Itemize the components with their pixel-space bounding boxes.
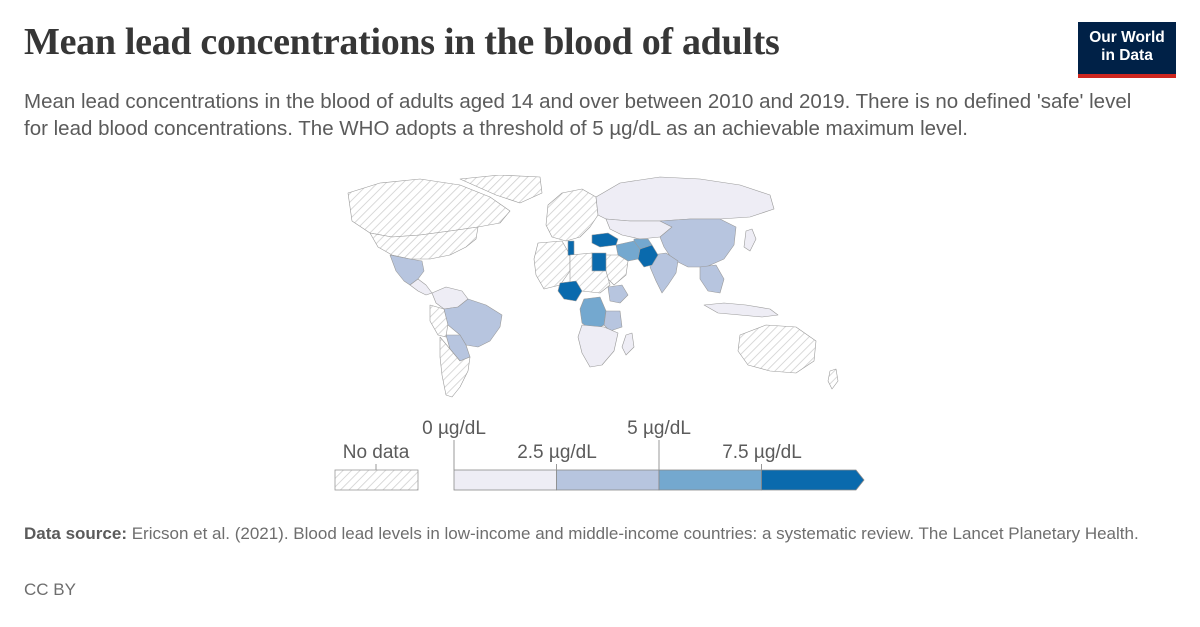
region-new-zealand[interactable]: [827, 368, 839, 390]
region-madagascar[interactable]: [621, 332, 635, 356]
chart-title: Mean lead concentrations in the blood of…: [24, 21, 780, 63]
region-argentina-chile[interactable]: [439, 336, 471, 398]
region-egypt[interactable]: [591, 252, 607, 272]
map-legend: No data 0 µg/dL 5 µg/dL 2.5 µg/dL 7.5 µg…: [334, 418, 865, 491]
region-southeast-asia[interactable]: [699, 264, 725, 294]
legend-tick-label: 7.5 µg/dL: [722, 442, 802, 463]
region-nigeria[interactable]: [557, 280, 583, 302]
legend-no-data-swatch: [334, 469, 419, 491]
legend-bin-2[interactable]: [556, 469, 660, 491]
region-ethiopia[interactable]: [607, 284, 629, 304]
region-southern-africa[interactable]: [577, 324, 619, 368]
data-source: Data source: Ericson et al. (2021). Bloo…: [24, 522, 1164, 546]
logo-line-2: in Data: [1101, 47, 1153, 64]
region-japan[interactable]: [743, 228, 757, 252]
logo-line-1: Our World: [1089, 29, 1165, 46]
license-link[interactable]: CC BY: [24, 580, 76, 599]
legend-bins: [453, 440, 865, 491]
legend-bin-1[interactable]: [453, 469, 557, 491]
region-north-africa-west[interactable]: [533, 240, 571, 290]
world-map[interactable]: [300, 175, 860, 403]
legend-tick-label: 2.5 µg/dL: [517, 442, 597, 463]
legend-tick-label: 0 µg/dL: [422, 418, 486, 439]
region-australia[interactable]: [737, 324, 817, 374]
legend-bin-4[interactable]: [761, 469, 865, 491]
region-indonesia[interactable]: [703, 302, 779, 318]
data-source-text: Ericson et al. (2021). Blood lead levels…: [131, 524, 1139, 543]
chart-subtitle: Mean lead concentrations in the blood of…: [24, 90, 1132, 140]
legend-no-data-label: No data: [343, 442, 410, 463]
region-turkey[interactable]: [591, 232, 619, 248]
region-canada-greenland-alaska[interactable]: [347, 175, 543, 238]
region-tanzania[interactable]: [603, 310, 623, 332]
region-russia[interactable]: [595, 176, 775, 222]
data-source-label: Data source:: [24, 524, 127, 543]
region-brazil[interactable]: [443, 298, 503, 348]
legend-tick-label: 5 µg/dL: [627, 418, 691, 439]
owid-logo[interactable]: Our World in Data: [1078, 22, 1176, 78]
legend-bin-3[interactable]: [658, 469, 762, 491]
region-europe[interactable]: [545, 188, 599, 242]
region-united-states[interactable]: [369, 226, 479, 260]
region-india[interactable]: [649, 252, 679, 294]
region-sahel-sudan[interactable]: [569, 252, 611, 294]
